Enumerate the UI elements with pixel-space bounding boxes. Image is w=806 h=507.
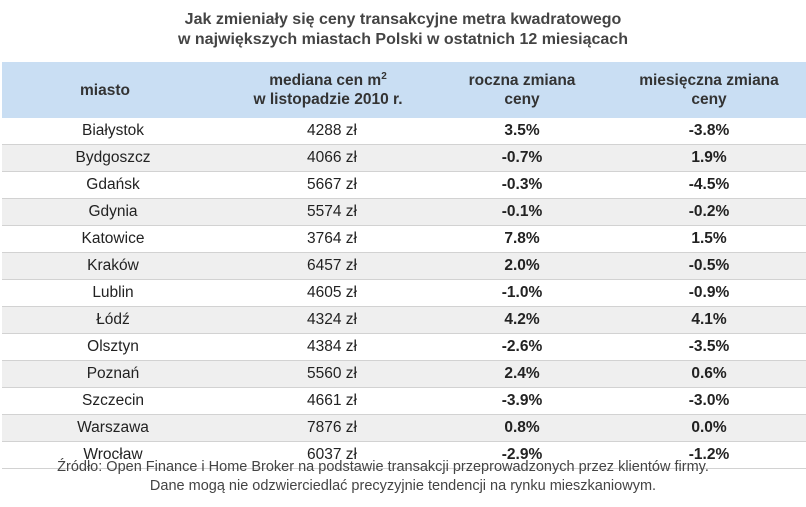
table-header: miasto mediana cen m2 w listopadzie 2010… <box>2 62 806 118</box>
cell-median: 7876 zł <box>224 414 432 442</box>
cell-annual-change: -0.7% <box>432 144 612 172</box>
header-median-line1: mediana cen m <box>269 72 382 89</box>
table-row: Szczecin 4661 zł -3.9% -3.0% <box>2 387 806 415</box>
cell-median: 5560 zł <box>224 360 432 388</box>
cell-monthly-change: 0.6% <box>612 360 806 388</box>
table-row: Poznań 5560 zł 2.4% 0.6% <box>2 360 806 388</box>
cell-median: 4288 zł <box>224 118 432 145</box>
cell-city: Katowice <box>2 225 224 253</box>
cell-monthly-change: -4.5% <box>612 171 806 199</box>
cell-median: 4661 zł <box>224 387 432 415</box>
cell-annual-change: 0.8% <box>432 414 612 442</box>
cell-monthly-change: -0.2% <box>612 198 806 226</box>
cell-city: Gdańsk <box>2 171 224 199</box>
cell-annual-change: 7.8% <box>432 225 612 253</box>
cell-monthly-change: 0.0% <box>612 414 806 442</box>
cell-city: Warszawa <box>2 414 224 442</box>
table-row: Kraków 6457 zł 2.0% -0.5% <box>2 252 806 280</box>
table-row: Bydgoszcz 4066 zł -0.7% 1.9% <box>2 144 806 172</box>
table-row: Lublin 4605 zł -1.0% -0.9% <box>2 279 806 307</box>
cell-monthly-change: -0.9% <box>612 279 806 307</box>
cell-city: Gdynia <box>2 198 224 226</box>
cell-annual-change: 2.0% <box>432 252 612 280</box>
table-row: Wrocław 6037 zł -2.9% -1.2% <box>2 441 806 469</box>
cell-monthly-change: 1.9% <box>612 144 806 172</box>
cell-city: Łódź <box>2 306 224 334</box>
table-row: Warszawa 7876 zł 0.8% 0.0% <box>2 414 806 442</box>
cell-median: 4066 zł <box>224 144 432 172</box>
header-annual-line1: roczna zmiana <box>468 72 576 89</box>
cell-city: Wrocław <box>2 441 224 469</box>
chart-title: Jak zmieniały się ceny transakcyjne metr… <box>0 10 806 50</box>
header-median-line2: w listopadzie 2010 r. <box>253 91 403 108</box>
cell-median: 4324 zł <box>224 306 432 334</box>
cell-monthly-change: -3.0% <box>612 387 806 415</box>
title-line-1: Jak zmieniały się ceny transakcyjne metr… <box>184 11 622 28</box>
cell-annual-change: -0.1% <box>432 198 612 226</box>
cell-annual-change: -2.9% <box>432 441 612 469</box>
table-row: Olsztyn 4384 zł -2.6% -3.5% <box>2 333 806 361</box>
cell-median: 5667 zł <box>224 171 432 199</box>
cell-monthly-change: 1.5% <box>612 225 806 253</box>
table-row: Gdynia 5574 zł -0.1% -0.2% <box>2 198 806 226</box>
cell-city: Kraków <box>2 252 224 280</box>
cell-monthly-change: -3.5% <box>612 333 806 361</box>
title-line-2: w największych miastach Polski w ostatni… <box>178 31 628 48</box>
header-annual: roczna zmiana ceny <box>432 62 612 118</box>
header-median: mediana cen m2 w listopadzie 2010 r. <box>224 62 432 118</box>
cell-annual-change: 4.2% <box>432 306 612 334</box>
cell-monthly-change: -1.2% <box>612 441 806 469</box>
table-row: Łódź 4324 zł 4.2% 4.1% <box>2 306 806 334</box>
cell-monthly-change: -0.5% <box>612 252 806 280</box>
cell-annual-change: 3.5% <box>432 118 612 145</box>
cell-annual-change: -1.0% <box>432 279 612 307</box>
cell-annual-change: 2.4% <box>432 360 612 388</box>
header-monthly-line1: miesięczna zmiana <box>639 72 779 89</box>
header-city: miasto <box>2 62 224 118</box>
cell-city: Poznań <box>2 360 224 388</box>
cell-median: 6037 zł <box>224 441 432 469</box>
cell-median: 4384 zł <box>224 333 432 361</box>
price-table: miasto mediana cen m2 w listopadzie 2010… <box>2 62 806 469</box>
cell-median: 3764 zł <box>224 225 432 253</box>
source-line-2: Dane mogą nie odzwierciedlać precyzyjnie… <box>149 478 657 494</box>
cell-monthly-change: 4.1% <box>612 306 806 334</box>
cell-median: 5574 zł <box>224 198 432 226</box>
cell-city: Białystok <box>2 118 224 145</box>
cell-median: 6457 zł <box>224 252 432 280</box>
cell-monthly-change: -3.8% <box>612 118 806 145</box>
cell-city: Szczecin <box>2 387 224 415</box>
cell-annual-change: -0.3% <box>432 171 612 199</box>
header-median-sup: 2 <box>381 70 387 82</box>
header-row: miasto mediana cen m2 w listopadzie 2010… <box>2 62 806 118</box>
table-body: Białystok 4288 zł 3.5% -3.8% Bydgoszcz 4066 z… <box>2 118 806 469</box>
cell-annual-change: -3.9% <box>432 387 612 415</box>
table-row: Gdańsk 5667 zł -0.3% -4.5% <box>2 171 806 199</box>
header-monthly-line2: ceny <box>691 91 727 108</box>
cell-city: Olsztyn <box>2 333 224 361</box>
cell-median: 4605 zł <box>224 279 432 307</box>
cell-city: Lublin <box>2 279 224 307</box>
header-annual-line2: ceny <box>504 91 540 108</box>
header-monthly: miesięczna zmiana ceny <box>612 62 806 118</box>
table-row: Białystok 4288 zł 3.5% -3.8% <box>2 118 806 145</box>
source-line-1: Źródło: Open Finance i Home Broker na po… <box>57 459 709 475</box>
table-row: Katowice 3764 zł 7.8% 1.5% <box>2 225 806 253</box>
cell-annual-change: -2.6% <box>432 333 612 361</box>
cell-city: Bydgoszcz <box>2 144 224 172</box>
